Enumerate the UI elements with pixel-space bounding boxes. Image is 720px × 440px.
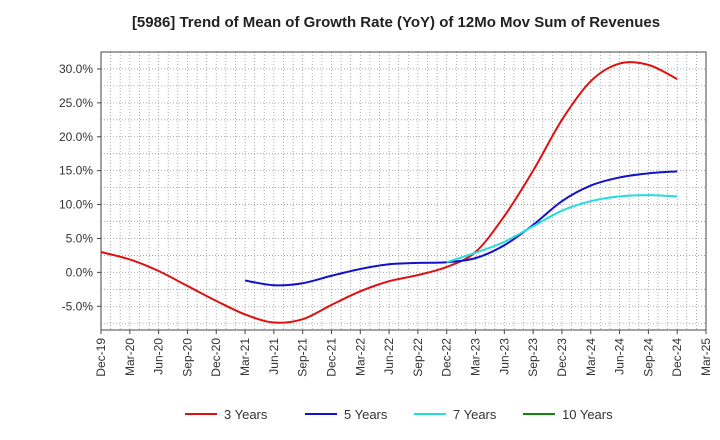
x-tick-label: Jun-20: [152, 338, 166, 375]
x-tick-label: Jun-22: [382, 338, 396, 375]
x-tick-label: Sep-20: [180, 338, 194, 377]
x-tick-label: Sep-21: [296, 338, 310, 377]
x-tick-label: Mar-22: [353, 338, 367, 376]
y-tick-label: -5.0%: [62, 299, 94, 313]
x-tick-label: Mar-23: [469, 338, 483, 376]
y-tick-label: 5.0%: [66, 231, 94, 245]
x-tick-label: Sep-22: [411, 338, 425, 377]
x-tick-label: Dec-22: [440, 338, 454, 377]
y-tick-label: 15.0%: [59, 164, 93, 178]
x-tick-label: Sep-24: [641, 338, 655, 377]
x-tick-label: Mar-21: [238, 338, 252, 376]
y-tick-label: 20.0%: [59, 130, 93, 144]
x-tick-label: Dec-21: [324, 338, 338, 377]
legend-label: 10 Years: [562, 407, 613, 422]
x-tick-label: Jun-21: [267, 338, 281, 375]
x-tick-label: Mar-24: [584, 338, 598, 376]
x-tick-label: Dec-19: [94, 338, 108, 377]
y-tick-label: 0.0%: [66, 265, 94, 279]
series-line-7-years: [446, 194, 678, 264]
chart-title: [5986] Trend of Mean of Growth Rate (YoY…: [131, 14, 661, 31]
series-line-5-years: [244, 170, 678, 287]
y-tick-label: 25.0%: [59, 96, 93, 110]
x-tick-label: Jun-24: [613, 338, 627, 375]
series-line-3-years: [100, 61, 678, 324]
x-tick-label: Dec-24: [670, 338, 684, 377]
plot-area: [101, 52, 706, 330]
legend-label: 3 Years: [224, 407, 268, 422]
x-tick-label: Jun-23: [497, 338, 511, 375]
x-tick-label: Sep-23: [526, 338, 540, 377]
plot-frame: [100, 51, 707, 331]
x-tick-label: Dec-20: [209, 338, 223, 377]
x-tick-label: Dec-23: [555, 338, 569, 377]
x-tick-label: Mar-20: [123, 338, 137, 376]
y-tick-label: 10.0%: [59, 198, 93, 212]
legend-label: 5 Years: [344, 407, 388, 422]
x-tick-label: Mar-25: [699, 338, 713, 376]
legend-label: 7 Years: [453, 407, 497, 422]
y-tick-label: 30.0%: [59, 62, 93, 76]
